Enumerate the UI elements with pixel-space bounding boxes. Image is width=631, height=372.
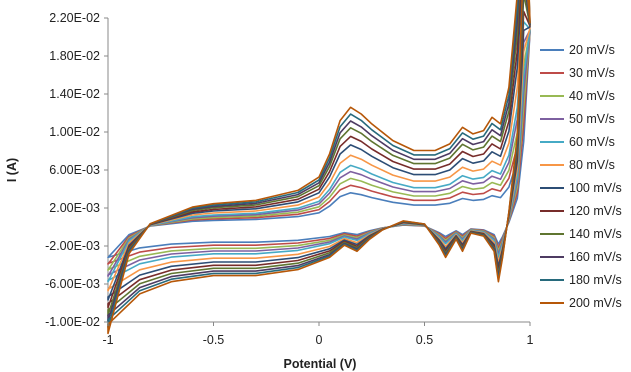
legend-entry-label: 30 mV/s: [569, 66, 615, 80]
series-line-200-mv-s: [107, 0, 531, 335]
y-tick-label: 1.40E-02: [49, 87, 100, 101]
legend: 20 mV/s 30 mV/s 40 mV/s 50 mV/s 60 mV/s 80 mV…: [540, 43, 622, 310]
y-axis-title: I (A): [5, 158, 19, 182]
series-line-80-mv-s: [107, 0, 531, 292]
series-line-100-mv-s: [107, 0, 531, 301]
plot-area: [107, 0, 531, 335]
x-tick-label: -1: [102, 333, 113, 347]
series-line-40-mv-s: [107, 29, 531, 271]
series-line-50-mv-s: [107, 29, 531, 277]
legend-entry-label: 180 mV/s: [569, 273, 622, 287]
series-line-140-mv-s: [107, 0, 531, 316]
y-tick-label: -1.00E-02: [45, 315, 100, 329]
y-tick-label: -6.00E-03: [45, 277, 100, 291]
legend-entry-label: 20 mV/s: [569, 43, 615, 57]
y-tick-label: 6.00E-03: [49, 163, 100, 177]
series-layer: [107, 0, 531, 335]
y-tick-label: 1.80E-02: [49, 49, 100, 63]
y-tick-label: 2.20E-02: [49, 11, 100, 25]
x-tick-label: 1: [527, 333, 534, 347]
legend-entry-label: 80 mV/s: [569, 158, 615, 172]
y-tick-label: 2.00E-03: [49, 201, 100, 215]
legend-entry-label: 200 mV/s: [569, 296, 622, 310]
x-tick-label: -0.5: [203, 333, 225, 347]
legend-entry-label: 120 mV/s: [569, 204, 622, 218]
y-tick-label: 1.00E-02: [49, 125, 100, 139]
x-tick-label: 0.5: [416, 333, 433, 347]
series-line-30-mv-s: [107, 30, 531, 265]
legend-entry-label: 60 mV/s: [569, 135, 615, 149]
legend-entry-label: 140 mV/s: [569, 227, 622, 241]
legend-entry-label: 40 mV/s: [569, 89, 615, 103]
series-line-180-mv-s: [107, 0, 531, 329]
x-axis-ticks: -1 -0.5 0 0.5 1: [102, 322, 534, 347]
legend-entry-label: 50 mV/s: [569, 112, 615, 126]
series-line-120-mv-s: [107, 0, 531, 309]
legend-entry-label: 100 mV/s: [569, 181, 622, 195]
series-line-60-mv-s: [107, 21, 531, 283]
x-axis-title: Potential (V): [284, 357, 357, 371]
y-tick-label: -2.00E-03: [45, 239, 100, 253]
x-tick-label: 0: [316, 333, 323, 347]
y-axis-ticks: 2.20E-02 1.80E-02 1.40E-02 1.00E-02 6.00E-03…: [45, 11, 108, 329]
legend-entry-label: 160 mV/s: [569, 250, 622, 264]
